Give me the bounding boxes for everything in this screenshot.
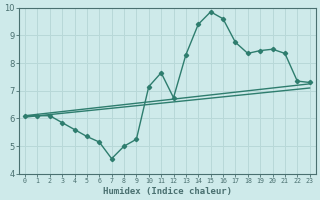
X-axis label: Humidex (Indice chaleur): Humidex (Indice chaleur) <box>103 187 232 196</box>
